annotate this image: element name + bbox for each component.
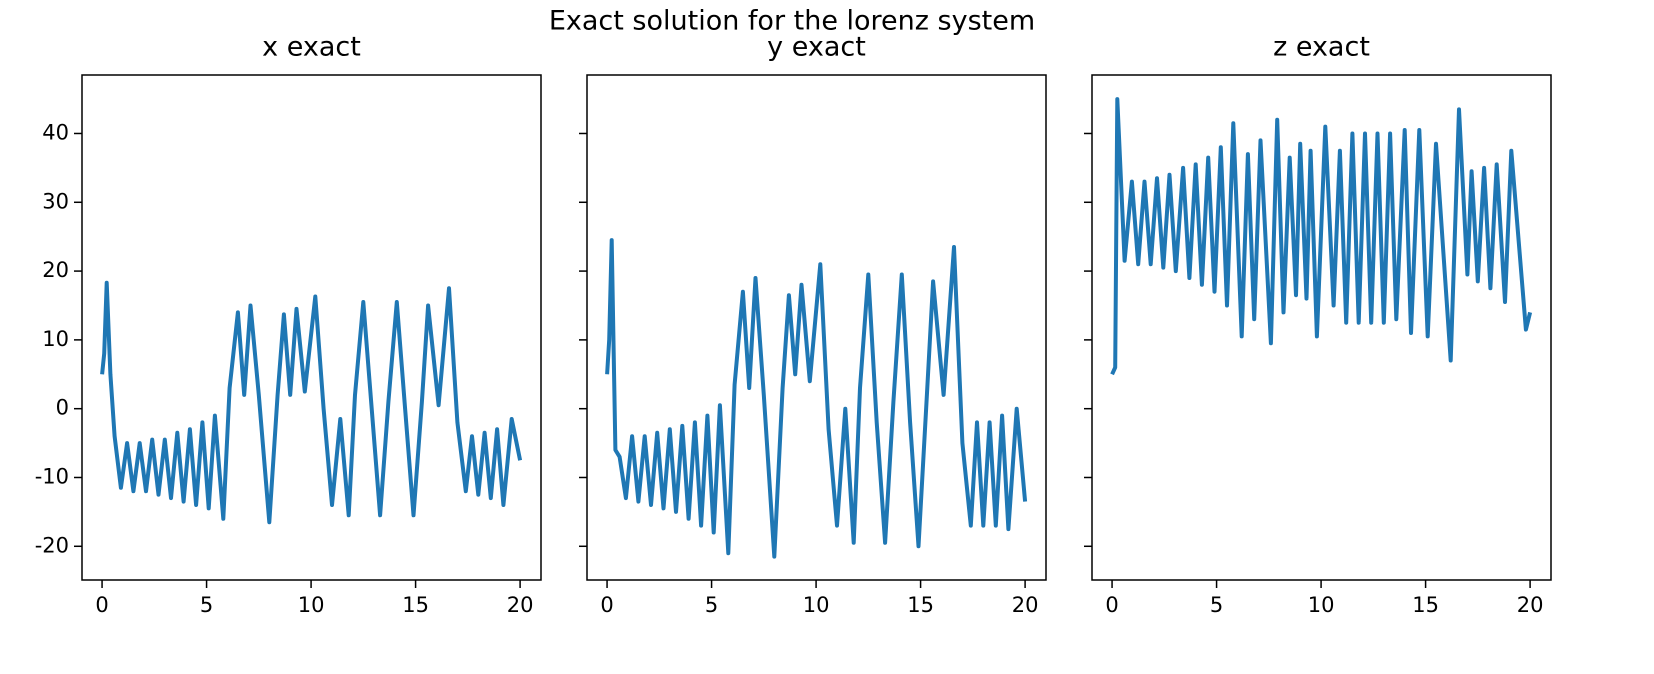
x-tick-label: 20 — [1012, 593, 1039, 617]
line — [605, 238, 1028, 559]
x-tick-label: 10 — [803, 593, 830, 617]
x-tick-label: 5 — [705, 593, 718, 617]
x-tick-label: 5 — [1210, 593, 1223, 617]
line — [1110, 97, 1533, 376]
x-tick-label: 0 — [1105, 593, 1118, 617]
y-tick-label: 10 — [42, 327, 69, 351]
x-tick-label: 20 — [1517, 593, 1544, 617]
y-tick-label: 0 — [56, 396, 69, 420]
x-tick-label: 20 — [507, 593, 534, 617]
plot-frame — [586, 74, 1047, 581]
x-tick-label: 10 — [1308, 593, 1335, 617]
y-tick-label: 20 — [42, 258, 69, 282]
y-tick-label: -20 — [35, 533, 69, 557]
subplot-title: y exact — [767, 32, 866, 63]
plot-frame — [81, 74, 542, 581]
x-tick-label: 15 — [907, 593, 934, 617]
y-tick-label: 40 — [42, 120, 69, 144]
x-tick-label: 0 — [600, 593, 613, 617]
line — [100, 280, 523, 525]
x-tick-label: 10 — [298, 593, 325, 617]
plot-frame — [1091, 74, 1552, 581]
y-tick-label: -10 — [35, 464, 69, 488]
subplot-title: x exact — [262, 32, 361, 63]
x-tick-label: 0 — [95, 593, 108, 617]
subplot-title: z exact — [1273, 32, 1370, 63]
y-tick-label: 30 — [42, 189, 69, 213]
figure-title: Exact solution for the lorenz system — [549, 6, 1035, 37]
x-tick-label: 15 — [1412, 593, 1439, 617]
x-tick-label: 15 — [402, 593, 429, 617]
x-tick-label: 5 — [200, 593, 213, 617]
